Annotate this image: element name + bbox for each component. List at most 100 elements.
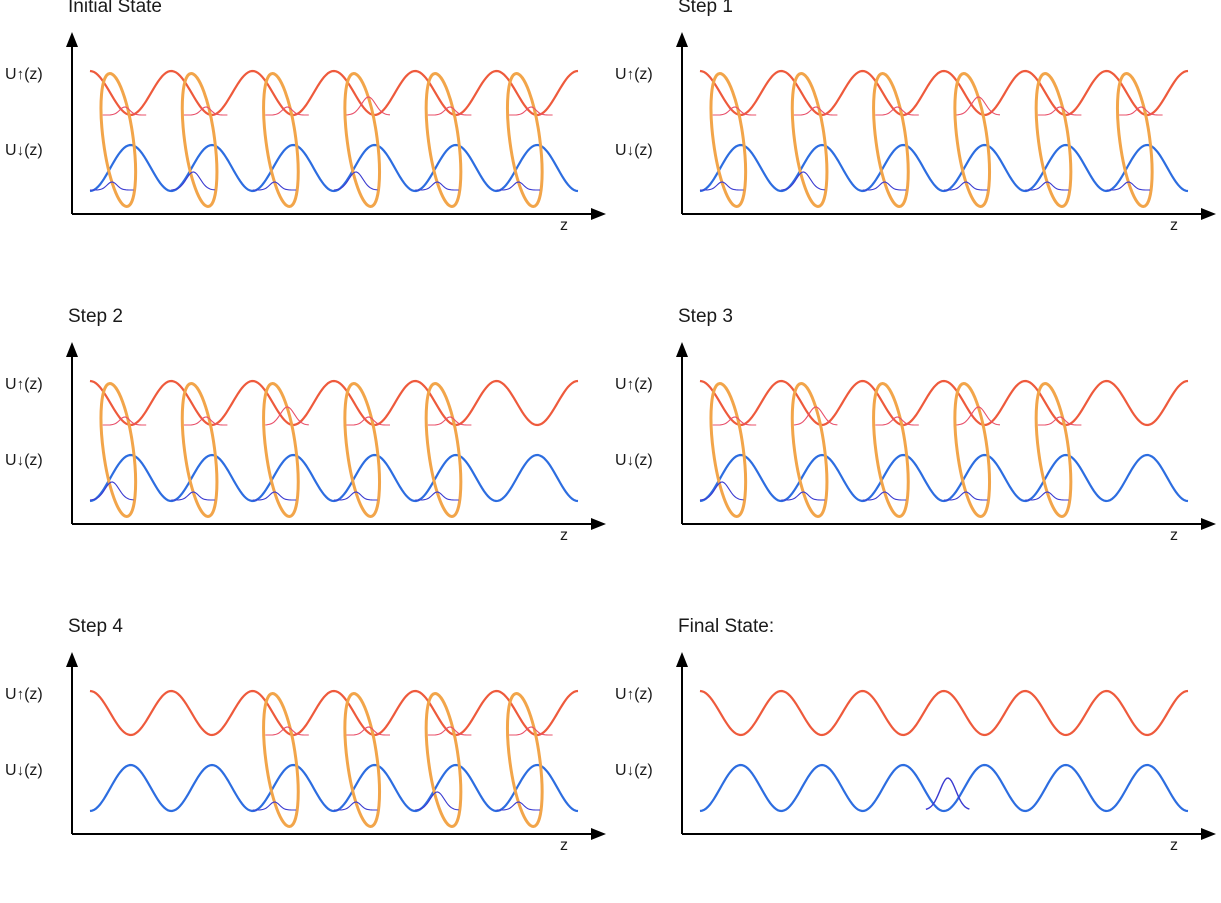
z-axis-label: z <box>560 527 568 544</box>
u-up-label: U↑(z) <box>5 66 43 83</box>
spin-down-wavepacket <box>1025 181 1069 191</box>
spin-down-wavepacket <box>252 181 297 191</box>
u-down-label: U↓(z) <box>5 762 43 779</box>
spin-down-wavepacket <box>415 791 459 811</box>
pair-ellipse <box>180 72 219 208</box>
spin-down-wavepacket <box>496 801 540 811</box>
pair-ellipse <box>872 72 910 208</box>
spin-down-potential-curve <box>89 143 579 193</box>
pair-ellipse <box>505 692 544 828</box>
spin-up-wavepacket <box>1119 106 1163 116</box>
z-axis-label: z <box>560 837 568 854</box>
pair-ellipse <box>343 72 382 208</box>
y-axis-arrowhead <box>66 652 78 667</box>
pair-ellipse <box>424 692 463 828</box>
spin-up-wavepacket <box>793 406 838 426</box>
spin-down-wavepacket <box>252 491 297 501</box>
pair-ellipse <box>99 382 138 518</box>
pair-ellipse <box>1034 382 1073 518</box>
spin-up-wavepacket <box>509 106 553 116</box>
u-up-label: U↑(z) <box>615 66 653 83</box>
panel-initial: Initial State U↑(z) U↓(z) z <box>0 0 610 283</box>
panel-step-4: Step 4 U↑(z) U↓(z) z <box>0 616 610 903</box>
spin-down-wavepacket <box>781 171 825 191</box>
up-arrow-icon: ↑ <box>626 686 635 703</box>
y-axis-arrowhead <box>66 32 78 47</box>
spin-up-wavepacket <box>956 96 1001 116</box>
down-arrow-icon: ↓ <box>16 762 25 779</box>
spin-up-potential-curve <box>699 379 1189 427</box>
panel-title: Step 3 <box>678 306 733 327</box>
z-axis-arrowhead <box>591 828 606 840</box>
y-axis-arrowhead <box>66 342 78 357</box>
spin-up-potential-curve <box>699 689 1189 737</box>
spin-down-wavepacket <box>252 801 297 811</box>
spin-down-wavepacket <box>700 181 744 191</box>
panel-title: Initial State <box>68 0 162 17</box>
up-arrow-icon: ↑ <box>626 66 635 83</box>
spin-down-potential-curve <box>699 453 1189 503</box>
up-arrow-icon: ↑ <box>16 686 25 703</box>
spin-down-wavepacket <box>1106 181 1150 191</box>
spin-up-wavepacket <box>102 416 147 426</box>
spin-up-wavepacket <box>183 106 228 116</box>
pair-ellipse <box>343 382 382 518</box>
spin-up-wavepacket <box>346 416 390 426</box>
panel-step-1: Step 1 U↑(z) U↓(z) z <box>610 0 1220 283</box>
spin-up-potential-curve <box>89 69 579 117</box>
down-arrow-icon: ↓ <box>16 142 25 159</box>
spin-down-wavepacket <box>862 491 907 501</box>
spin-up-potential-curve <box>89 689 579 737</box>
spin-down-wavepacket <box>415 181 459 191</box>
spin-up-wavepacket <box>183 416 228 426</box>
pair-ellipse <box>953 72 992 208</box>
spin-up-wavepacket <box>346 96 391 116</box>
spin-up-wavepacket <box>346 726 390 736</box>
panel-title: Step 1 <box>678 0 733 17</box>
spin-up-wavepacket <box>1037 106 1082 116</box>
u-up-label: U↑(z) <box>615 686 653 703</box>
diagram-step-1 <box>676 32 1216 220</box>
pair-ellipse <box>424 382 463 518</box>
down-arrow-icon: ↓ <box>626 452 635 469</box>
spin-down-wavepacket <box>925 777 970 810</box>
pair-ellipse <box>790 72 829 208</box>
z-axis-arrowhead <box>1201 518 1216 530</box>
spin-down-wavepacket <box>333 801 378 811</box>
up-arrow-icon: ↑ <box>16 376 25 393</box>
up-arrow-icon: ↑ <box>16 66 25 83</box>
pair-ellipse <box>343 692 382 828</box>
z-axis-label: z <box>560 217 568 234</box>
spin-down-wavepacket <box>333 171 378 191</box>
spin-up-wavepacket <box>1037 416 1082 426</box>
pair-ellipse <box>1034 72 1073 208</box>
spin-up-wavepacket <box>427 106 472 116</box>
diagram-step-3 <box>676 342 1216 530</box>
spin-up-wavepacket <box>875 106 919 116</box>
spin-down-potential-curve <box>89 453 579 503</box>
z-axis-label: z <box>1170 837 1178 854</box>
diagram-initial <box>66 32 606 220</box>
down-arrow-icon: ↓ <box>626 142 635 159</box>
spin-up-wavepacket <box>956 406 1001 426</box>
y-axis-arrowhead <box>676 652 688 667</box>
pair-ellipse <box>262 72 300 208</box>
spin-up-potential-curve <box>699 69 1189 117</box>
z-axis-arrowhead <box>1201 828 1216 840</box>
spin-up-potential-curve <box>89 379 579 427</box>
y-axis-arrowhead <box>676 32 688 47</box>
u-down-label: U↓(z) <box>5 142 43 159</box>
u-down-label: U↓(z) <box>615 142 653 159</box>
pair-ellipse <box>1115 72 1154 208</box>
panel-step-2: Step 2 U↑(z) U↓(z) z <box>0 306 610 593</box>
z-axis-arrowhead <box>1201 208 1216 220</box>
pair-ellipse <box>872 382 910 518</box>
spin-down-wavepacket <box>862 181 907 191</box>
pair-ellipse <box>505 72 544 208</box>
spin-down-potential-curve <box>89 763 579 813</box>
spin-down-wavepacket <box>415 491 459 501</box>
pair-ellipse <box>709 72 748 208</box>
diagram-final <box>676 652 1216 840</box>
spin-up-wavepacket <box>509 726 553 736</box>
spin-up-wavepacket <box>712 106 757 116</box>
